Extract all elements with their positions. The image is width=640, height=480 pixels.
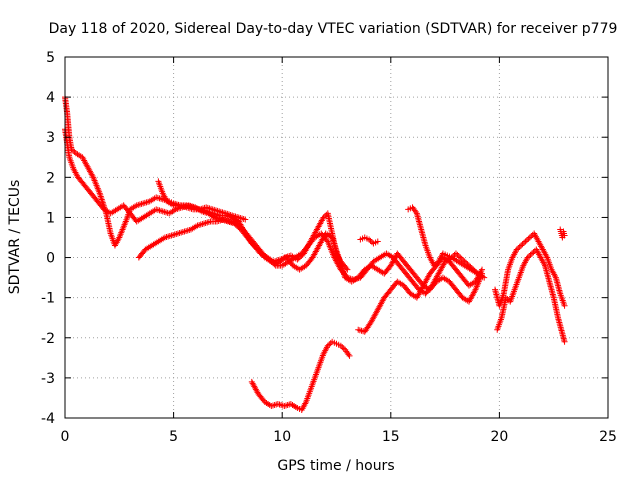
x-tick-label: 10: [273, 429, 291, 445]
data-point: [242, 216, 249, 223]
y-tick-label: -1: [41, 291, 55, 307]
data-point: [320, 214, 327, 221]
data-point: [464, 261, 471, 268]
y-tick-label: 4: [46, 90, 55, 106]
x-axis-title: GPS time / hours: [277, 458, 394, 474]
series-track-k: [557, 226, 568, 241]
series-track-b: [62, 126, 486, 305]
y-tick-label: 2: [46, 170, 55, 186]
data-point: [455, 253, 462, 260]
y-tick-label: -3: [41, 371, 55, 387]
data-point: [502, 294, 509, 301]
y-axis-title: SDTVAR / TECUs: [7, 180, 23, 295]
data-point: [324, 342, 331, 349]
data-point: [561, 338, 568, 345]
y-tick-label: -4: [41, 411, 55, 427]
data-point: [346, 352, 353, 359]
data-point: [366, 236, 373, 243]
data-point: [468, 265, 475, 272]
series-track-d: [155, 178, 249, 223]
data-point: [561, 302, 568, 309]
data-point: [450, 253, 457, 260]
data-point: [526, 253, 533, 260]
y-tick-label: 1: [46, 210, 55, 226]
data-point: [522, 238, 529, 245]
y-tick-label: 0: [46, 251, 55, 267]
data-point: [516, 243, 523, 250]
series-track-j: [494, 246, 568, 345]
series-track-e: [248, 338, 353, 413]
data-point: [271, 261, 278, 268]
data-point: [481, 274, 488, 281]
data-point: [465, 262, 472, 269]
data-point: [452, 250, 459, 257]
data-point: [461, 258, 468, 265]
x-tick-labels: 0 5 10 15 20 25: [61, 429, 617, 445]
data-point: [463, 259, 470, 266]
chart-title: Day 118 of 2020, Sidereal Day-to-day VTE…: [49, 21, 618, 37]
series-track-i: [492, 230, 568, 309]
data-point: [321, 213, 328, 220]
data-point: [470, 266, 477, 273]
data-point: [521, 239, 528, 246]
data-point: [518, 242, 525, 249]
data-point: [524, 254, 531, 261]
y-tick-label: -2: [41, 331, 55, 347]
data-point: [340, 345, 347, 352]
data-point: [515, 245, 522, 252]
x-tick-label: 15: [382, 429, 400, 445]
data-point: [526, 234, 533, 241]
y-tick-labels: -4 -3 -2 -1 0 1 2 3 4 5: [41, 50, 55, 427]
data-point: [528, 233, 535, 240]
y-tick-label: 3: [46, 130, 55, 146]
grid-lines: [65, 57, 608, 418]
series-track-g: [405, 204, 481, 277]
y-tick-label: 5: [46, 50, 55, 66]
data-point: [337, 342, 344, 349]
plot-frame: [64, 56, 609, 419]
data-point: [523, 237, 530, 244]
data-point: [528, 250, 535, 257]
data-point: [519, 241, 526, 248]
data-point: [530, 249, 537, 256]
data-point: [561, 232, 568, 239]
data-point: [473, 269, 480, 276]
data-point: [513, 246, 520, 253]
data-point: [367, 237, 374, 244]
data-point: [471, 267, 478, 274]
x-tick-label: 5: [169, 429, 178, 445]
data-point: [457, 254, 464, 261]
data-point: [474, 270, 481, 277]
data-point: [326, 341, 333, 348]
x-tick-label: 25: [599, 429, 617, 445]
data-point: [527, 251, 534, 258]
data-point: [374, 238, 381, 245]
data-point: [458, 255, 465, 262]
series-track-h: [357, 234, 381, 247]
data-point: [504, 296, 511, 303]
data-point: [479, 266, 486, 273]
x-tick-label: 0: [61, 429, 70, 445]
series-track-f: [355, 254, 486, 335]
data-point: [454, 251, 461, 258]
data-point: [448, 254, 455, 261]
data-point: [525, 235, 532, 242]
data-point: [432, 261, 439, 268]
data-point: [339, 344, 346, 351]
axis-ticks: [64, 56, 609, 419]
data-points: [62, 94, 568, 413]
data-point: [71, 148, 78, 155]
data-point: [467, 263, 474, 270]
data-point: [460, 257, 467, 264]
data-point: [431, 262, 438, 269]
x-tick-label: 20: [490, 429, 508, 445]
